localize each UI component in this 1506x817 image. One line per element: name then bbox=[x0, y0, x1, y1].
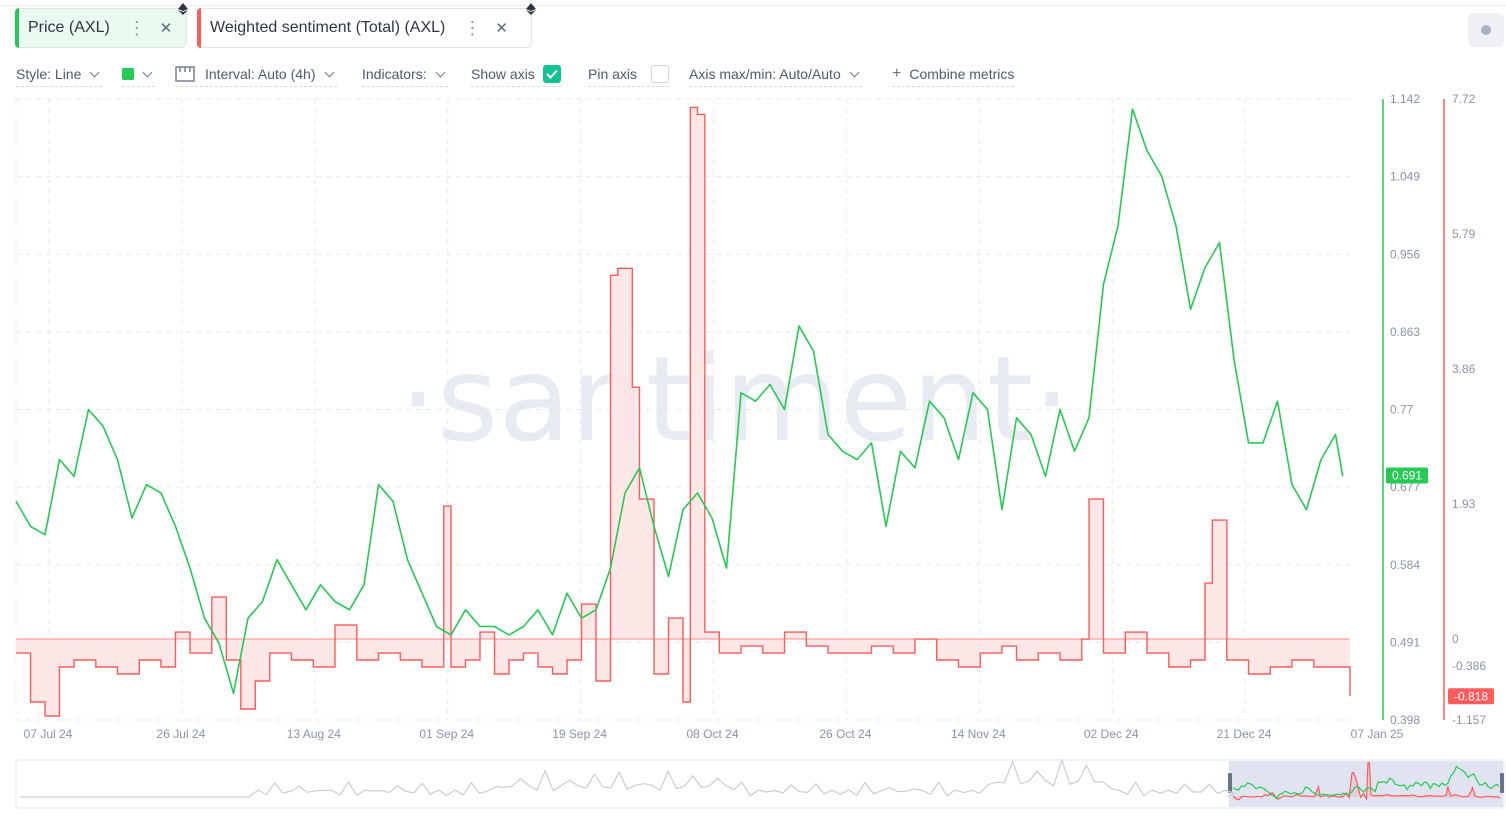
left-tick-label: 0.956 bbox=[1390, 247, 1420, 261]
left-tick-label: 0.584 bbox=[1390, 558, 1420, 572]
x-tick-label: 02 Dec 24 bbox=[1084, 727, 1139, 741]
price-current-badge bbox=[1386, 467, 1428, 484]
right-tick-label: 3.86 bbox=[1452, 362, 1476, 376]
x-tick-label: 01 Sep 24 bbox=[419, 727, 474, 741]
interval-label: Interval: Auto (4h) bbox=[205, 66, 316, 82]
x-tick-label: 08 Oct 24 bbox=[686, 727, 738, 741]
navigator-price-line bbox=[1232, 765, 1500, 800]
tab-weighted-sentiment[interactable]: Weighted sentiment (Total) (AXL) ⋮ ✕ bbox=[197, 3, 536, 48]
axis-maxmin-dropdown[interactable]: Axis max/min: Auto/Auto bbox=[689, 62, 862, 87]
left-tick-label: 0.863 bbox=[1390, 325, 1420, 339]
x-tick-label: 07 Jan 25 bbox=[1351, 727, 1404, 741]
pin-axis-toggle[interactable]: Pin axis bbox=[588, 62, 670, 87]
style-dropdown[interactable]: Style: Line bbox=[16, 62, 103, 87]
right-axis-ticks: 7.72 5.79 3.86 1.93 0 -0.386 -1.157 bbox=[1452, 92, 1486, 727]
interval-dropdown[interactable]: Interval: Auto (4h) bbox=[175, 62, 337, 87]
x-tick-label: 19 Sep 24 bbox=[552, 727, 607, 741]
combine-metrics-button[interactable]: + Combine metrics bbox=[892, 62, 1015, 87]
checkmark-icon bbox=[546, 69, 558, 79]
sentiment-series bbox=[15, 106, 1351, 717]
current-value-badges: 0.691 -0.818 bbox=[1386, 467, 1494, 705]
axes bbox=[1382, 99, 1445, 720]
combine-metrics-label: Combine metrics bbox=[909, 66, 1015, 82]
range-navigator[interactable] bbox=[15, 758, 1505, 809]
style-label: Style: Line bbox=[16, 66, 82, 82]
x-tick-label: 07 Jul 24 bbox=[24, 727, 73, 741]
record-button[interactable] bbox=[1468, 13, 1504, 47]
show-axis-toggle[interactable]: Show axis bbox=[471, 62, 561, 87]
plus-icon: + bbox=[892, 65, 902, 82]
tab-price-axl[interactable]: Price (AXL) ⋮ ✕ bbox=[15, 3, 188, 48]
color-swatch bbox=[122, 68, 134, 80]
navigator-window bbox=[1229, 761, 1503, 807]
right-tick-label: -0.386 bbox=[1452, 659, 1486, 673]
navigator-handle-left bbox=[1228, 773, 1232, 793]
close-icon[interactable]: ✕ bbox=[495, 20, 508, 37]
x-tick-label: 26 Oct 24 bbox=[819, 727, 871, 741]
left-tick-label: 0.491 bbox=[1390, 635, 1420, 649]
chart-toolbar: Style: Line Interval: Auto (4h) Indicato… bbox=[0, 60, 1506, 87]
x-tick-label: 21 Dec 24 bbox=[1217, 727, 1272, 741]
right-tick-label: 1.93 bbox=[1452, 497, 1476, 511]
interval-icon bbox=[175, 66, 195, 82]
top-divider bbox=[0, 5, 1506, 6]
x-tick-label: 14 Nov 24 bbox=[951, 727, 1006, 741]
axis-maxmin-label: Axis max/min: Auto/Auto bbox=[689, 66, 841, 82]
navigator-handle-right bbox=[1500, 773, 1504, 793]
price-current-value: 0.691 bbox=[1392, 468, 1422, 482]
left-tick-label: 0.398 bbox=[1390, 713, 1420, 727]
ethereum-icon bbox=[526, 3, 536, 15]
left-tick-label: 1.049 bbox=[1390, 170, 1420, 184]
right-tick-label: -1.157 bbox=[1452, 713, 1486, 727]
record-dot-icon bbox=[1481, 25, 1491, 35]
left-tick-label: 1.142 bbox=[1390, 92, 1420, 106]
left-tick-label: 0.677 bbox=[1390, 480, 1420, 494]
tab-color-bar bbox=[15, 8, 19, 48]
show-axis-checkbox[interactable] bbox=[542, 65, 561, 83]
x-tick-label: 26 Jul 24 bbox=[157, 727, 206, 741]
tab-label: Weighted sentiment (Total) (AXL) bbox=[210, 19, 446, 36]
sentiment-line bbox=[16, 106, 1351, 717]
indicators-dropdown[interactable]: Indicators: bbox=[362, 62, 448, 87]
pin-axis-label: Pin axis bbox=[588, 66, 638, 82]
left-axis-ticks: 1.142 1.049 0.956 0.863 0.77 0.677 0.584 0.491 0… bbox=[1390, 92, 1420, 727]
color-picker[interactable] bbox=[122, 62, 155, 87]
more-options-icon[interactable]: ⋮ bbox=[463, 17, 481, 38]
x-axis-ticks: 07 Jul 24 26 Jul 24 13 Aug 24 01 Sep 24 19 S… bbox=[24, 727, 1404, 741]
indicators-label: Indicators: bbox=[362, 66, 427, 82]
right-tick-label: 0 bbox=[1452, 632, 1459, 646]
price-line bbox=[15, 108, 1344, 695]
ethereum-icon bbox=[178, 3, 188, 15]
sentiment-current-badge bbox=[1448, 688, 1494, 705]
sentiment-fill bbox=[16, 107, 1350, 716]
show-axis-label: Show axis bbox=[471, 66, 535, 82]
tab-label: Price (AXL) bbox=[28, 19, 110, 36]
right-tick-label: 5.79 bbox=[1452, 227, 1476, 241]
sentiment-current-value: -0.818 bbox=[1454, 689, 1488, 703]
right-tick-label: 7.72 bbox=[1452, 92, 1476, 106]
navigator-sentiment-line bbox=[1232, 761, 1501, 802]
watermark: ·santiment· bbox=[399, 330, 1070, 468]
more-options-icon[interactable]: ⋮ bbox=[127, 17, 146, 38]
x-tick-label: 13 Aug 24 bbox=[287, 727, 341, 741]
price-series bbox=[15, 108, 1344, 695]
pin-axis-checkbox[interactable] bbox=[651, 65, 670, 83]
left-tick-label: 0.77 bbox=[1390, 403, 1414, 417]
tab-color-bar bbox=[197, 8, 201, 48]
navigator-history-line bbox=[20, 758, 1236, 798]
close-icon[interactable]: ✕ bbox=[159, 20, 173, 37]
